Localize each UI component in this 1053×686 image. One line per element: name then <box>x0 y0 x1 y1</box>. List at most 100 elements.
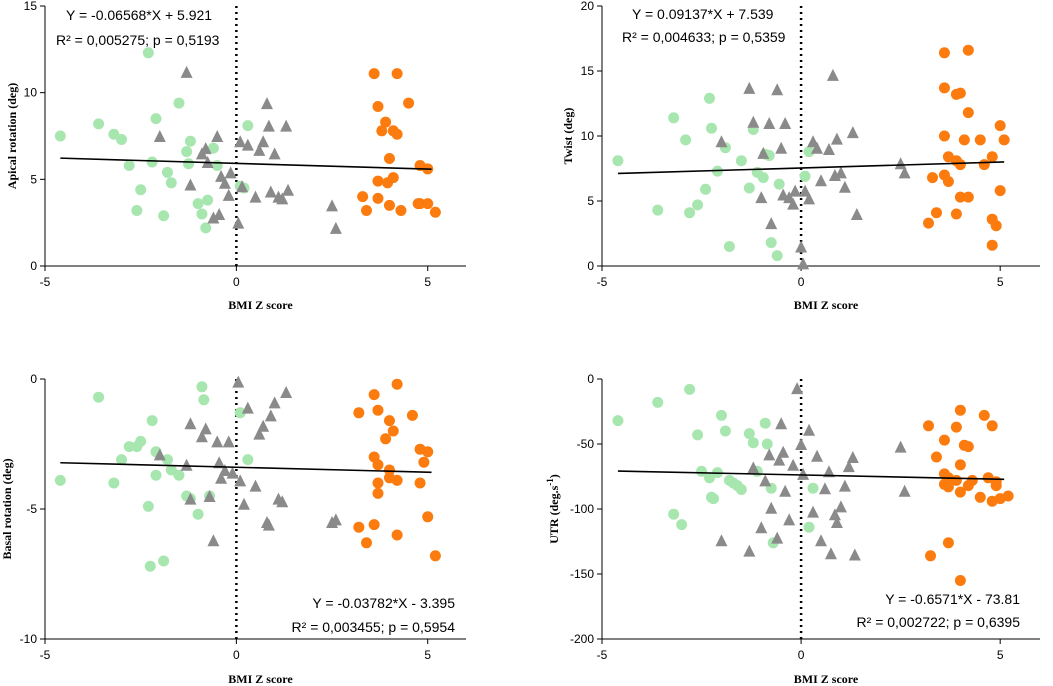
point-green <box>676 519 688 531</box>
point-gray <box>797 467 810 480</box>
point-orange <box>391 128 403 140</box>
point-gray <box>842 460 855 473</box>
point-gray <box>329 221 342 234</box>
point-orange <box>994 120 1006 132</box>
x-tick-label: 5 <box>997 275 1004 289</box>
y-tick-label: -150 <box>570 567 594 581</box>
point-orange <box>422 198 434 210</box>
point-green <box>242 120 254 132</box>
point-gray <box>199 142 212 155</box>
point-gray <box>822 143 835 155</box>
point-gray <box>215 471 228 484</box>
point-orange <box>978 159 990 171</box>
point-orange <box>376 125 388 137</box>
point-gray <box>213 456 226 469</box>
point-orange <box>954 404 966 416</box>
point-green <box>234 407 246 419</box>
point-gray <box>811 141 824 154</box>
point-orange <box>954 486 966 498</box>
point-green <box>142 47 154 59</box>
point-orange <box>986 420 998 432</box>
point-gray <box>326 199 339 212</box>
point-green <box>704 92 716 104</box>
point-gray <box>180 65 193 78</box>
point-gray <box>795 240 808 253</box>
point-gray <box>830 516 843 528</box>
point-gray <box>828 508 841 521</box>
point-orange <box>429 550 441 562</box>
point-green <box>135 435 147 447</box>
point-green <box>743 182 755 194</box>
x-axis-label: BMI Z score <box>228 298 293 312</box>
point-gray <box>211 130 224 142</box>
point-green <box>759 417 771 429</box>
point-green <box>668 112 680 124</box>
point-gray <box>207 534 220 547</box>
point-gray <box>203 490 216 502</box>
point-gray <box>249 479 262 492</box>
y-axis-label: Basal rotation (deg) <box>0 458 14 559</box>
y-tick-label: 10 <box>581 129 595 143</box>
regression-stats: R² = 0,004633; p = 0,5359 <box>622 29 786 45</box>
point-gray <box>787 197 800 210</box>
point-green <box>192 198 204 210</box>
point-orange <box>391 378 403 390</box>
point-orange <box>950 208 962 220</box>
point-green <box>200 222 212 234</box>
regression-line <box>60 157 432 170</box>
point-gray <box>218 176 231 189</box>
point-green <box>146 415 158 427</box>
point-gray <box>257 419 270 432</box>
point-green <box>150 113 162 125</box>
y-tick-label: 15 <box>581 64 595 78</box>
x-tick-label: 5 <box>424 275 431 289</box>
point-gray <box>329 513 342 526</box>
point-orange <box>368 519 380 531</box>
point-gray <box>757 146 770 159</box>
point-orange <box>990 220 1002 232</box>
point-orange <box>962 191 974 203</box>
y-tick-label: 15 <box>24 0 38 13</box>
point-gray <box>824 547 837 560</box>
point-green <box>181 146 193 158</box>
point-orange <box>938 47 950 59</box>
x-axis-label: BMI Z score <box>794 672 859 686</box>
point-gray <box>184 417 197 430</box>
point-green <box>771 250 783 262</box>
point-green <box>799 170 811 182</box>
point-green <box>723 241 735 252</box>
point-gray <box>180 458 193 471</box>
point-green <box>735 155 747 167</box>
point-green <box>108 477 120 489</box>
point-orange <box>938 478 950 490</box>
point-orange <box>372 101 384 113</box>
point-gray <box>765 501 778 514</box>
point-green <box>692 429 704 441</box>
point-green <box>668 508 680 520</box>
point-orange <box>925 550 936 562</box>
point-green <box>54 474 66 486</box>
y-tick-label: -100 <box>570 502 594 516</box>
point-orange <box>954 191 966 203</box>
point-orange <box>380 116 392 128</box>
point-gray <box>276 495 289 508</box>
x-tick-label: 0 <box>798 648 805 662</box>
point-green <box>183 158 195 170</box>
point-green <box>773 178 785 190</box>
point-gray <box>747 461 760 474</box>
point-gray <box>815 534 827 547</box>
point-gray <box>195 430 208 443</box>
point-gray <box>153 130 166 142</box>
point-orange <box>986 239 998 251</box>
point-orange <box>978 409 990 421</box>
point-gray <box>834 500 847 513</box>
y-tick-label: -50 <box>577 437 595 451</box>
point-gray <box>765 217 778 230</box>
point-orange <box>966 474 978 486</box>
point-gray <box>199 422 212 435</box>
point-green <box>707 493 719 505</box>
point-gray <box>822 465 835 478</box>
x-tick-label: 0 <box>233 648 240 662</box>
point-gray <box>238 497 251 510</box>
